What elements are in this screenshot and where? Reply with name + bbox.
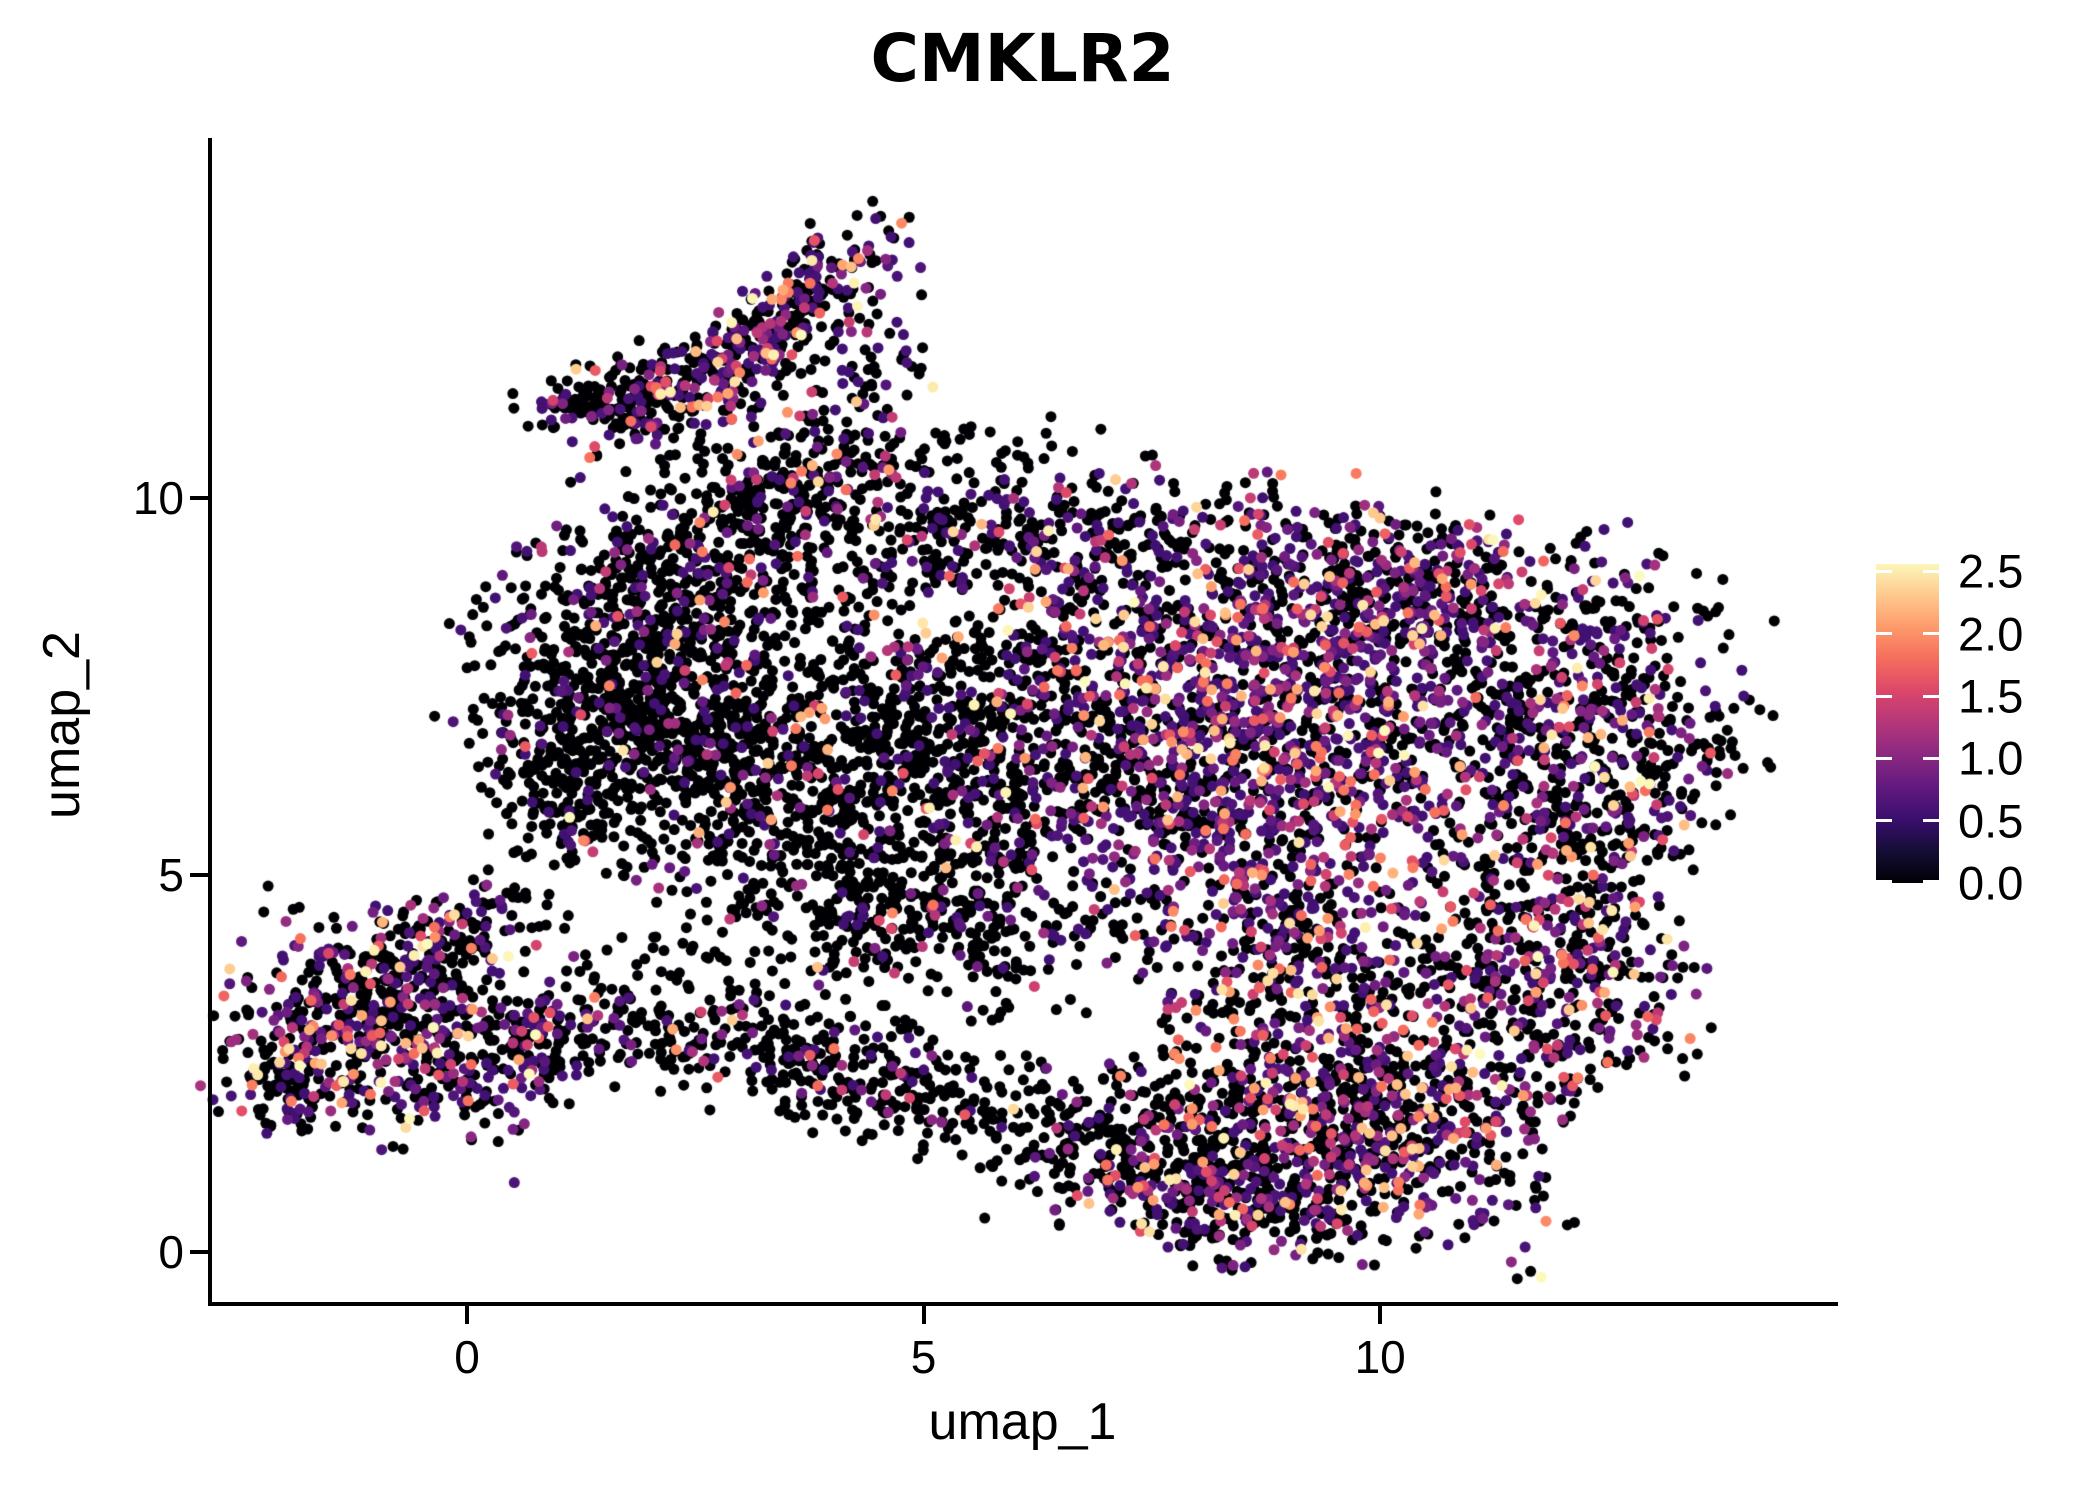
colorbar-tick-mark bbox=[1923, 756, 1939, 760]
colorbar-label-1.5: 1.5 bbox=[1958, 669, 2024, 723]
y-tick-mark bbox=[190, 496, 208, 500]
colorbar-tick-mark bbox=[1923, 632, 1939, 636]
colorbar-tick-mark bbox=[1923, 694, 1939, 698]
x-axis-title: umap_1 bbox=[928, 1393, 1117, 1451]
y-axis-spine bbox=[208, 138, 212, 1306]
colorbar-tick-mark bbox=[1876, 569, 1892, 573]
colorbar-label-0.5: 0.5 bbox=[1958, 794, 2024, 848]
x-tick-mark bbox=[465, 1306, 469, 1324]
colorbar-tick-mark bbox=[1876, 632, 1892, 636]
colorbar-label-2.0: 2.0 bbox=[1958, 607, 2024, 661]
x-tick-mark bbox=[1378, 1306, 1383, 1324]
colorbar-tick-mark bbox=[1923, 819, 1939, 823]
y-axis-title: umap_2 bbox=[33, 631, 91, 819]
colorbar-label-0.0: 0.0 bbox=[1958, 856, 2024, 910]
colorbar-label-2.5: 2.5 bbox=[1958, 544, 2024, 598]
y-tick-mark bbox=[190, 873, 208, 877]
y-tick-label-5: 5 bbox=[158, 849, 184, 901]
colorbar-tick-mark bbox=[1876, 819, 1892, 823]
colorbar-tick-mark bbox=[1876, 694, 1892, 698]
x-tick-mark bbox=[921, 1306, 926, 1324]
y-tick-mark bbox=[190, 1250, 208, 1254]
y-tick-label-10: 10 bbox=[132, 472, 184, 524]
x-tick-label-0: 0 bbox=[454, 1331, 480, 1383]
colorbar-tick-mark bbox=[1923, 569, 1939, 573]
colorbar-tick-mark bbox=[1876, 880, 1892, 883]
plot-title: CMKLR2 bbox=[870, 20, 1175, 97]
colorbar-label-1.0: 1.0 bbox=[1958, 731, 2024, 785]
y-tick-label-0: 0 bbox=[158, 1226, 184, 1278]
colorbar-gradient bbox=[1876, 564, 1939, 883]
x-tick-label-10: 10 bbox=[1354, 1331, 1406, 1383]
x-tick-label-5: 5 bbox=[910, 1331, 937, 1383]
colorbar-tick-mark bbox=[1876, 756, 1892, 760]
x-axis-spine bbox=[208, 1302, 1838, 1306]
colorbar-tick-mark bbox=[1923, 880, 1939, 883]
